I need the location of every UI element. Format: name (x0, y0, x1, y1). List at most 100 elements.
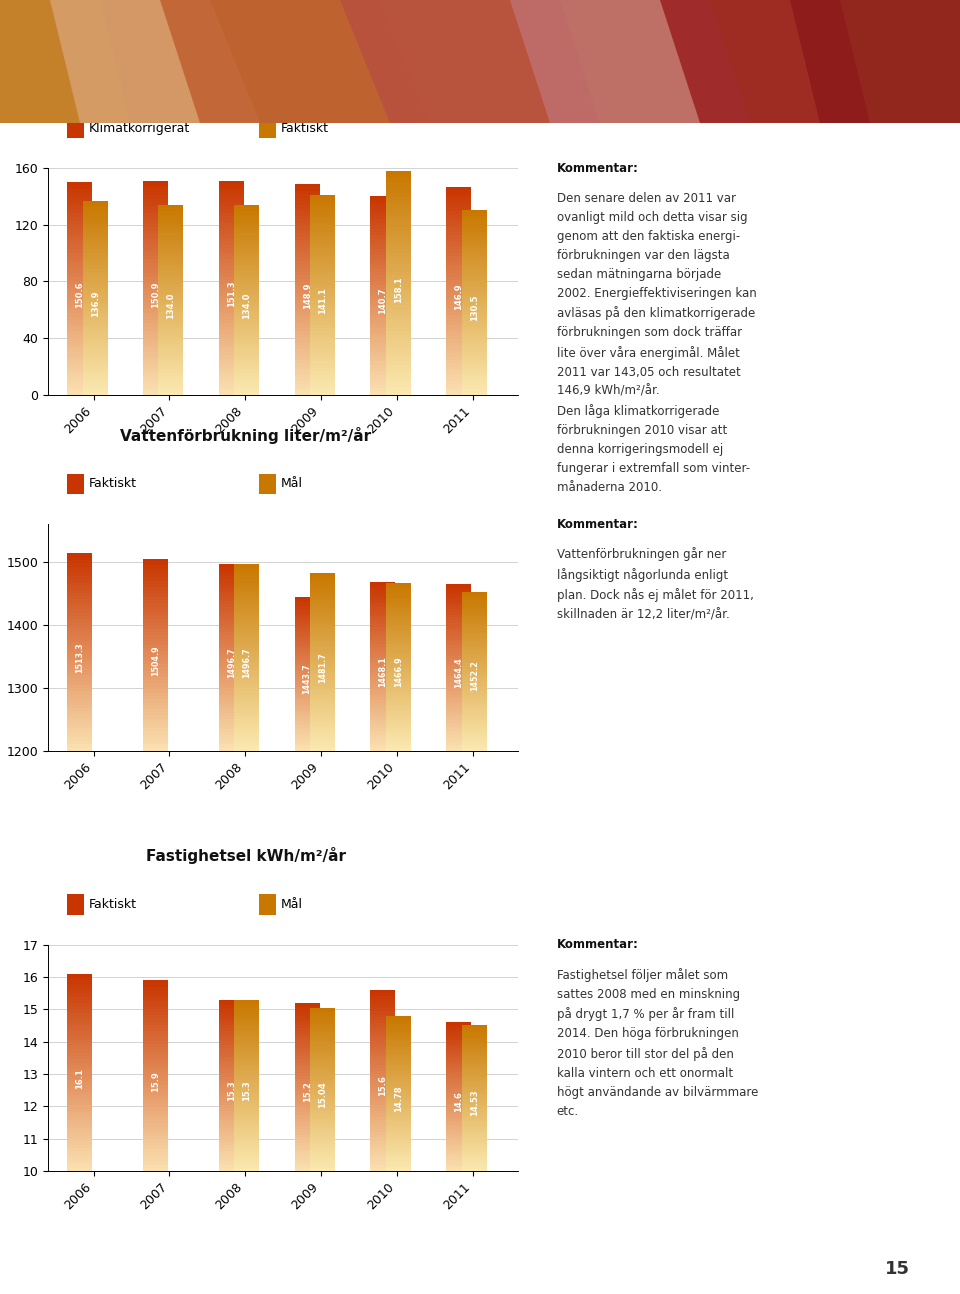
Bar (295, 1005, 320, 1008)
Bar (371, 697, 396, 700)
Bar (234, 309, 259, 312)
Text: Faktiskt: Faktiskt (88, 898, 136, 911)
Text: 146.9: 146.9 (454, 283, 464, 311)
Bar (219, 1079, 244, 1083)
Bar (219, 1014, 244, 1017)
Bar (446, 201, 471, 204)
Bar (67, 206, 92, 210)
Bar (143, 1168, 168, 1171)
Bar (446, 745, 471, 748)
Bar (462, 718, 487, 722)
Bar (446, 734, 471, 736)
Bar (67, 1088, 92, 1092)
Bar (219, 1157, 244, 1159)
Bar (143, 252, 168, 256)
Bar (371, 1153, 396, 1156)
Bar (462, 603, 487, 606)
Bar (67, 996, 92, 1000)
Polygon shape (160, 0, 430, 123)
Bar (143, 287, 168, 291)
Bar (386, 171, 411, 175)
Bar (446, 1124, 471, 1126)
Bar (67, 228, 92, 232)
Bar (462, 705, 487, 708)
Bar (310, 585, 335, 587)
Bar (446, 712, 471, 714)
Bar (295, 268, 320, 272)
Bar (219, 338, 244, 342)
Bar (386, 189, 411, 193)
Bar (143, 664, 168, 668)
Bar (158, 331, 183, 335)
Bar (295, 1152, 320, 1154)
Bar (234, 1137, 259, 1140)
Bar (446, 665, 471, 668)
Text: 151.3: 151.3 (227, 281, 236, 308)
Bar (234, 1062, 259, 1065)
Bar (67, 691, 92, 695)
Bar (310, 582, 335, 585)
Bar (143, 642, 168, 644)
Bar (371, 276, 396, 278)
Bar (219, 387, 244, 391)
Bar (219, 664, 244, 666)
Bar (446, 1022, 471, 1025)
Bar (67, 217, 92, 220)
Bar (143, 210, 168, 214)
Bar (67, 987, 92, 990)
Bar (219, 567, 244, 571)
Bar (446, 600, 471, 603)
Bar (234, 738, 259, 741)
Bar (295, 745, 320, 748)
Bar (446, 731, 471, 734)
Bar (386, 748, 411, 751)
Bar (371, 714, 396, 717)
Bar (462, 388, 487, 392)
Bar (310, 215, 335, 219)
Bar (462, 1044, 487, 1047)
Bar (83, 220, 108, 224)
Bar (295, 296, 320, 300)
Bar (462, 287, 487, 290)
Bar (446, 634, 471, 637)
Bar (143, 181, 168, 185)
Bar (310, 629, 335, 633)
Bar (310, 1022, 335, 1025)
Bar (295, 1104, 320, 1106)
Bar (462, 1127, 487, 1130)
Bar (446, 1047, 471, 1049)
Bar (446, 690, 471, 692)
Bar (234, 233, 259, 237)
Bar (234, 1097, 259, 1100)
Bar (371, 1071, 396, 1074)
Bar (446, 661, 471, 665)
Bar (67, 1073, 92, 1075)
Bar (310, 248, 335, 251)
Bar (158, 312, 183, 316)
Bar (310, 1055, 335, 1057)
Bar (234, 366, 259, 369)
Bar (234, 635, 259, 638)
Bar (219, 1057, 244, 1060)
Bar (295, 643, 320, 646)
Bar (295, 609, 320, 612)
Bar (310, 391, 335, 395)
Bar (446, 263, 471, 267)
Bar (371, 261, 396, 265)
Bar (67, 1069, 92, 1073)
Bar (143, 391, 168, 395)
Bar (219, 1168, 244, 1171)
Bar (67, 1131, 92, 1135)
Bar (371, 691, 396, 695)
Bar (371, 318, 396, 322)
Bar (83, 343, 108, 347)
Bar (158, 239, 183, 243)
Bar (67, 560, 92, 563)
Bar (371, 1053, 396, 1056)
Bar (219, 571, 244, 573)
Bar (143, 348, 168, 352)
Bar (310, 1131, 335, 1134)
Bar (219, 281, 244, 283)
Bar (310, 202, 335, 204)
Bar (386, 678, 411, 681)
